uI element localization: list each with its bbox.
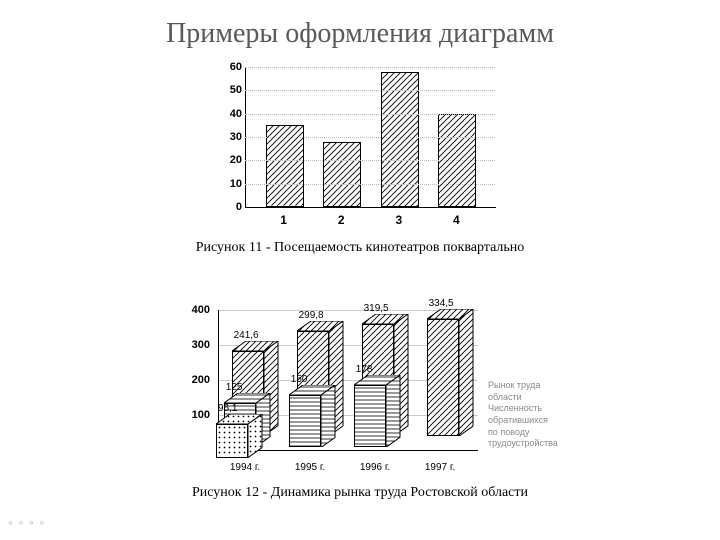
chart1-xlabel: 2 <box>322 213 360 227</box>
chart2-xlabel: 1997 г. <box>415 462 465 473</box>
chart1-ytick: 50 <box>220 84 242 96</box>
chart1: 0 10 20 30 40 50 60 1 2 3 4 <box>200 62 520 232</box>
chart1-ytick: 60 <box>220 61 242 73</box>
chart2-bar-front <box>427 319 459 436</box>
chart1-ytick: 30 <box>220 131 242 143</box>
chart1-xlabel: 3 <box>380 213 418 227</box>
chart2-bar <box>289 395 321 448</box>
chart1-ytick: 10 <box>220 178 242 190</box>
chart2-bar-front <box>354 385 386 447</box>
chart1-ytick: 0 <box>220 201 242 213</box>
chart2-ytick: 100 <box>180 409 210 421</box>
chart1-xlabel: 1 <box>265 213 303 227</box>
chart1-gridline <box>245 90 495 91</box>
chart1-bar <box>323 142 361 207</box>
chart2-ytick: 400 <box>180 304 210 316</box>
chart2-value-label: 334,5 <box>429 298 454 309</box>
chart2-bar-front <box>216 424 248 458</box>
chart2-xlabel: 1994 г. <box>220 462 270 473</box>
chart2: 100 200 300 400 241,6 125 96,1 1994 г. 299,8 150 1… <box>170 275 570 480</box>
chart1-xlabel: 4 <box>437 213 475 227</box>
chart2-value-label: 299,8 <box>299 310 324 321</box>
chart2-ytick: 200 <box>180 374 210 386</box>
chart2-value-label: 241,6 <box>234 330 259 341</box>
chart2-value-label: 96,1 <box>218 403 237 414</box>
chart2-bar-side <box>459 309 474 436</box>
chart2-bar <box>427 319 459 436</box>
chart2-bar <box>216 424 248 458</box>
chart2-caption: Рисунок 12 - Динамика рынка труда Ростов… <box>0 485 720 501</box>
chart2-value-label: 150 <box>291 374 308 385</box>
chart1-gridline <box>245 137 495 138</box>
chart1-caption: Рисунок 11 - Посещаемость кинотеатров по… <box>0 240 720 256</box>
chart2-xlabel: 1996 г. <box>350 462 400 473</box>
chart1-gridline <box>245 114 495 115</box>
chart2-bar <box>354 385 386 447</box>
chart1-ytick: 40 <box>220 108 242 120</box>
chart2-xlabel: 1995 г. <box>285 462 335 473</box>
page-title: Примеры оформления диаграмм <box>0 0 720 50</box>
chart1-gridline <box>245 184 495 185</box>
chart1-gridline <box>245 160 495 161</box>
chart2-legend: Рынок труда областиЧисленность обративши… <box>488 380 570 450</box>
chart2-ytick: 300 <box>180 339 210 351</box>
chart2-value-label: 178 <box>356 364 373 375</box>
chart2-bar-front <box>289 395 321 448</box>
chart2-value-label: 319,5 <box>364 303 389 314</box>
chart1-bar <box>381 72 419 207</box>
chart2-value-label: 125 <box>226 382 243 393</box>
chart1-ytick: 20 <box>220 154 242 166</box>
spiral-decoration: ◦ ◦ ◦ ◦ <box>8 516 45 532</box>
chart1-gridline <box>245 67 495 68</box>
